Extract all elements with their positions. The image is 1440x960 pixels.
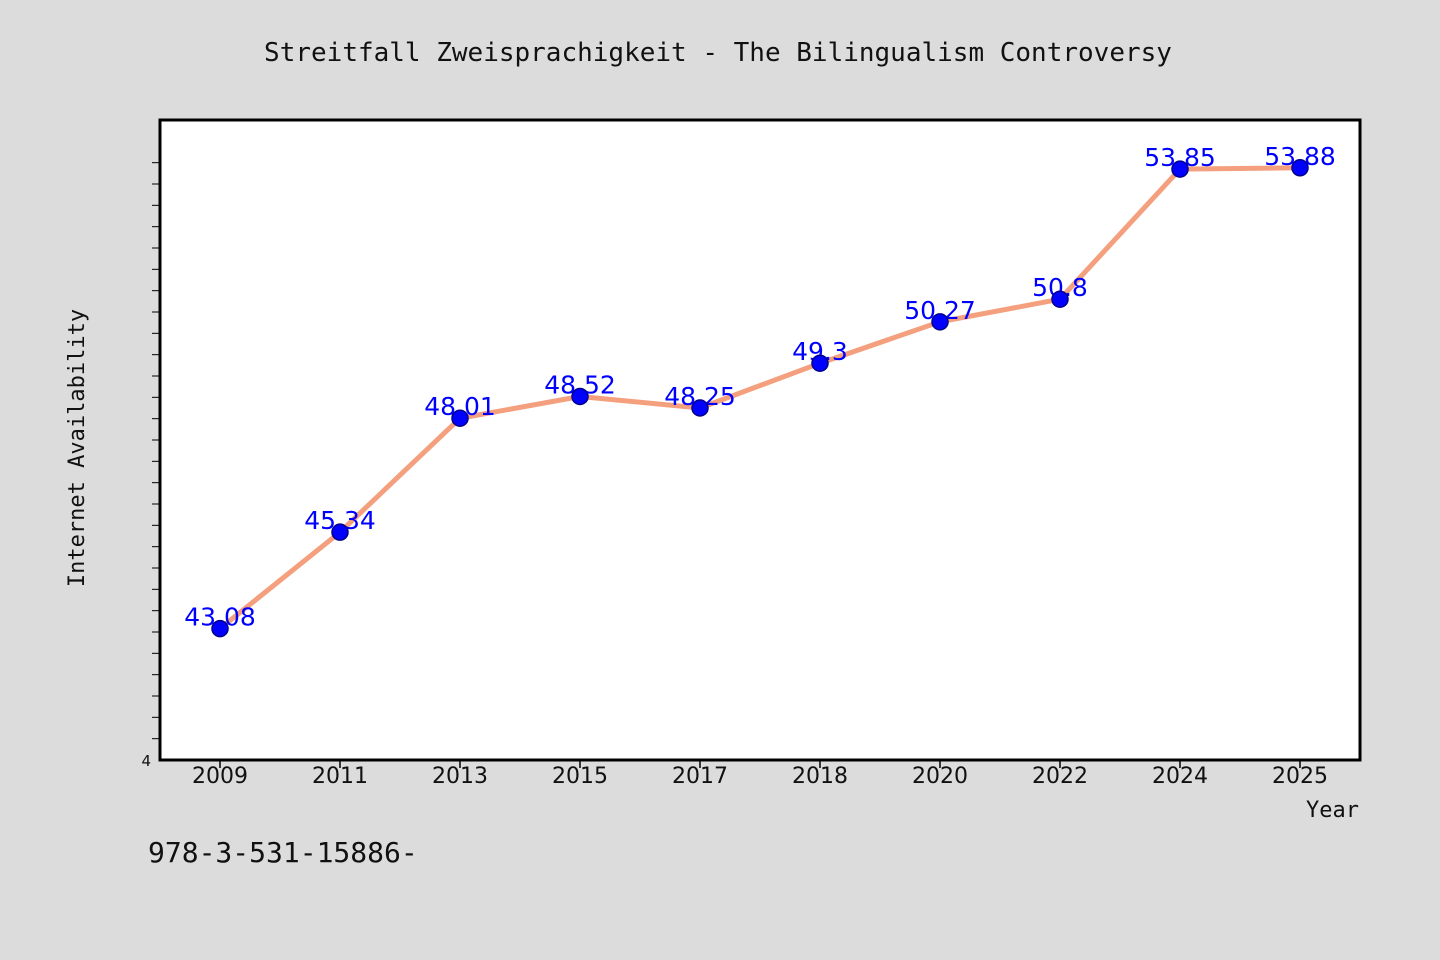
- footer-isbn: 978-3-531-15886-: [148, 836, 418, 869]
- data-point: [1171, 160, 1189, 178]
- x-tick-label: 2020: [912, 764, 968, 789]
- y-axis-min-label: 4: [141, 752, 151, 770]
- x-axis-ticks: 2009 2011 2013 2015 2017 2018 2020 2022 2024 2025: [192, 760, 1328, 789]
- data-point: [331, 523, 349, 541]
- data-point: [691, 399, 709, 417]
- x-tick-label: 2011: [312, 764, 368, 789]
- data-point: [451, 409, 469, 427]
- x-tick-label: 2024: [1152, 764, 1208, 789]
- x-tick-label: 2018: [792, 764, 848, 789]
- series-line: [217, 165, 1303, 632]
- x-axis-title: Year: [1306, 798, 1359, 823]
- x-tick-label: 2022: [1032, 764, 1088, 789]
- data-point: [211, 619, 229, 638]
- chart-title: Streitfall Zweisprachigkeit - The Biling…: [264, 38, 1172, 68]
- data-point: [571, 387, 589, 406]
- data-point: [1051, 290, 1069, 308]
- x-tick-label: 2015: [552, 764, 608, 789]
- data-point: [811, 354, 829, 372]
- data-point: [1291, 159, 1309, 177]
- y-axis-title: Internet Availability: [65, 309, 90, 587]
- x-tick-label: 2009: [192, 764, 248, 789]
- x-tick-label: 2013: [432, 764, 488, 789]
- x-tick-label: 2025: [1272, 764, 1328, 789]
- y-axis-ticks: [152, 162, 160, 740]
- data-point: [931, 313, 949, 331]
- x-tick-label: 2017: [672, 764, 728, 789]
- plot-area: [158, 118, 1362, 762]
